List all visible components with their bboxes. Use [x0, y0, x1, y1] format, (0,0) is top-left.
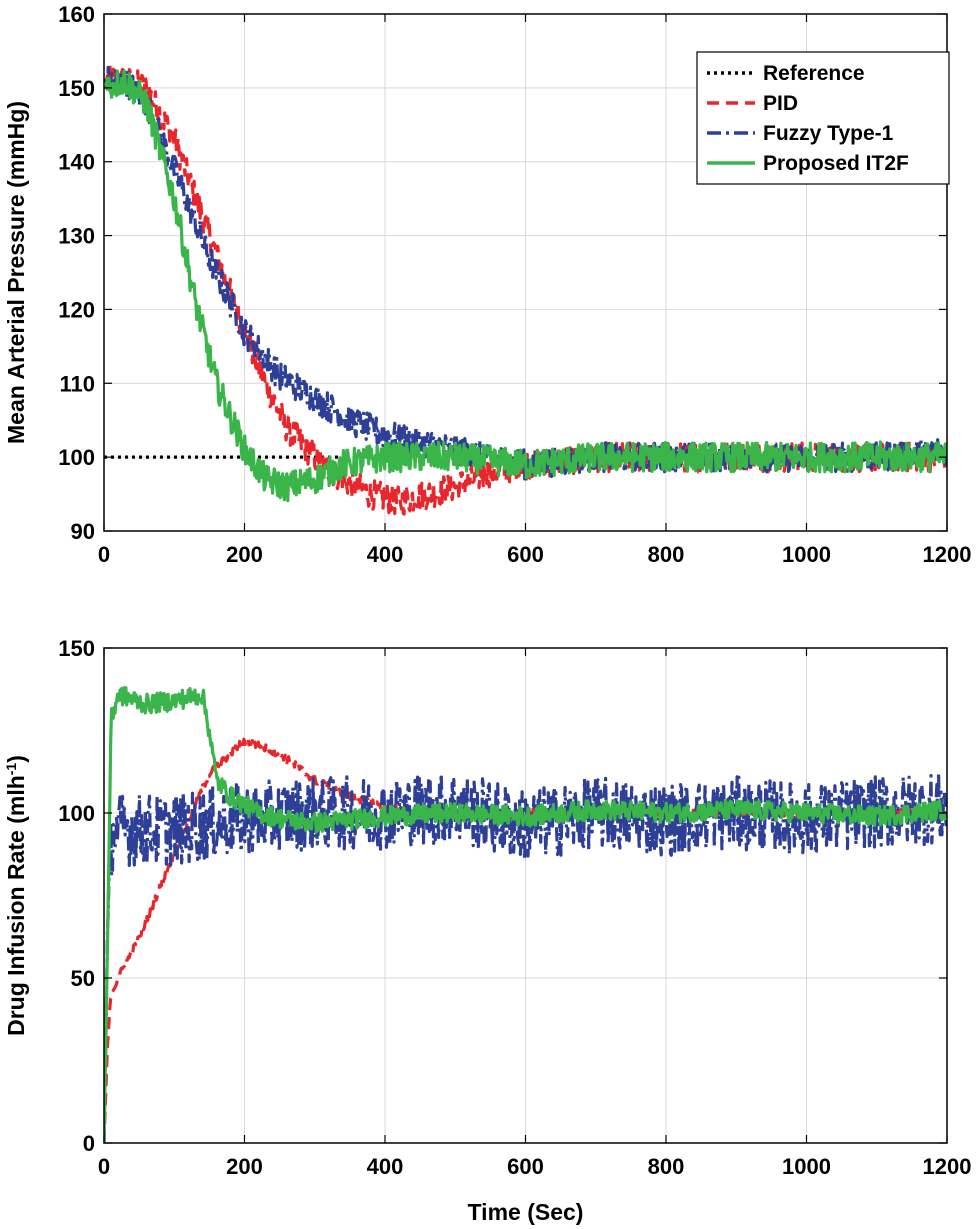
y-tick-label: 130 — [58, 224, 95, 249]
y-tick-label: 50 — [71, 966, 95, 991]
series-line-proposed-it2f — [104, 686, 947, 1143]
y-axis-label-sup: -1 — [3, 763, 19, 776]
y-tick-label: 150 — [58, 76, 95, 101]
series-line-proposed-it2f — [104, 69, 947, 503]
chart-panel-2: 0 200 400 600 800 1000 1200 0 50 100 150 Drug Infus… — [3, 636, 971, 1225]
legend-label: PID — [763, 92, 798, 115]
legend-label: Proposed IT2F — [763, 152, 909, 175]
y-tick-label: 90 — [71, 519, 95, 544]
x-tick-label: 600 — [507, 542, 544, 567]
y-tick-label: 100 — [58, 445, 95, 470]
legend-label: Reference — [763, 62, 865, 85]
y-axis-label-main: Mean Arterial Pressure (mmHg) — [3, 101, 29, 444]
y-axis-label-close: ) — [3, 755, 29, 763]
x-tick-label: 200 — [226, 1154, 263, 1179]
x-tick-label: 1200 — [923, 542, 972, 567]
y-tick-label: 0 — [83, 1131, 95, 1156]
y-tick-label: 100 — [58, 801, 95, 826]
y-axis-label-main: Drug Infusion Rate (mlh — [3, 775, 29, 1036]
y-axis-label: Drug Infusion Rate (mlh-1) — [3, 755, 29, 1036]
x-tick-label: 1000 — [782, 542, 831, 567]
x-tick-label: 200 — [226, 542, 263, 567]
y-tick-label: 160 — [58, 2, 95, 27]
y-tick-label: 120 — [58, 297, 95, 322]
x-tick-label: 600 — [507, 1154, 544, 1179]
x-tick-label: 400 — [367, 1154, 404, 1179]
x-tick-label: 1000 — [782, 1154, 831, 1179]
y-tick-label: 110 — [60, 371, 96, 396]
x-tick-label: 800 — [648, 542, 685, 567]
y-tick-label: 150 — [58, 636, 95, 661]
x-tick-label: 0 — [98, 542, 110, 567]
y-axis-label: Mean Arterial Pressure (mmHg) — [3, 101, 29, 444]
x-tick-label: 400 — [367, 542, 404, 567]
x-tick-label: 0 — [98, 1154, 110, 1179]
y-tick-label: 140 — [58, 150, 95, 175]
x-tick-label: 1200 — [923, 1154, 972, 1179]
legend-label: Fuzzy Type-1 — [763, 122, 894, 145]
x-axis-label: Time (Sec) — [468, 1199, 584, 1225]
chart-panel-1: 0 200 400 600 800 1000 1200 90 100 110 120 130 140 15… — [3, 2, 971, 567]
x-tick-label: 800 — [648, 1154, 685, 1179]
legend: Reference PID Fuzzy Type-1 Proposed IT2F — [696, 51, 950, 185]
